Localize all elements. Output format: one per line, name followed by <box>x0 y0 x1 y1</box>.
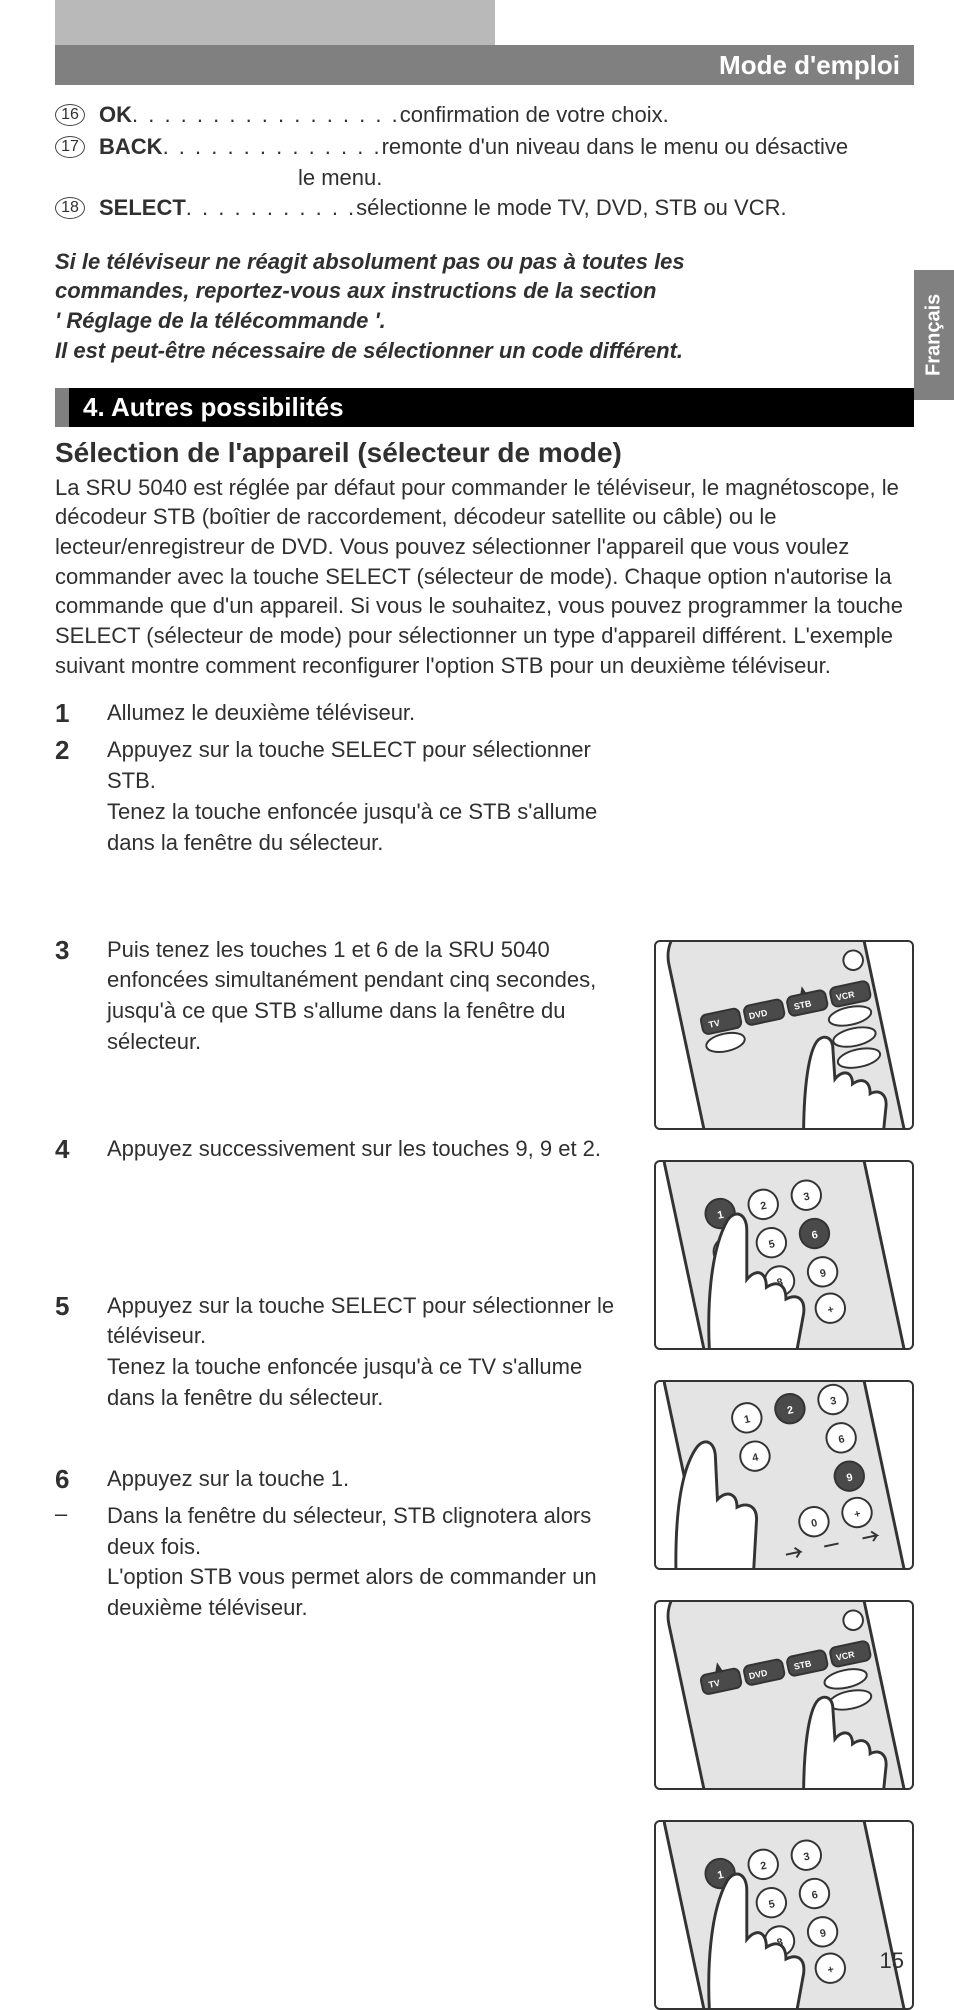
step-dash: – <box>55 1501 107 1527</box>
step-text: Puis tenez les touches 1 et 6 de la SRU … <box>107 935 627 1058</box>
language-tab-label: Français <box>923 294 946 376</box>
step-text-line: Appuyez sur la touche SELECT pour sélect… <box>107 1293 614 1349</box>
step-text-part: Puis tenez les touches 1 et 6 de la SRU … <box>107 937 550 962</box>
step-text: Appuyez successivement sur les touches 9… <box>107 1134 601 1165</box>
step-text: Dans la fenêtre du sélecteur, STB cligno… <box>107 1501 627 1624</box>
warning-line: Si le téléviseur ne réagit absolument pa… <box>55 247 914 277</box>
definition-row: 18 SELECT . . . . . . . . . . . sélectio… <box>55 193 914 223</box>
definition-label: OK <box>99 100 132 130</box>
bullet-number: 18 <box>55 197 85 219</box>
subsection-heading: Sélection de l'appareil (sélecteur de mo… <box>55 437 914 469</box>
illustration-remote-keys-992: 1 2 3 4 6 9 0 + <box>654 1380 914 1570</box>
step-text-line: Dans la fenêtre du sélecteur, STB cligno… <box>107 1503 591 1559</box>
definition-row: 17 BACK . . . . . . . . . . . . . . remo… <box>55 132 914 162</box>
step-text-line: Appuyez sur la touche SELECT pour sélect… <box>107 737 591 793</box>
definition-text: sélectionne le mode TV, DVD, STB ou VCR. <box>356 193 786 223</box>
top-gray-bar <box>55 0 495 45</box>
section-heading-bar: 4. Autres possibilités <box>55 388 914 427</box>
step-text: Appuyez sur la touche SELECT pour sélect… <box>107 1291 627 1414</box>
bullet-number: 17 <box>55 136 85 158</box>
illustration-remote-select-stb: TV DVD STB VCR <box>654 940 914 1130</box>
step-text: Allumez le deuxième téléviseur. <box>107 698 415 729</box>
definition-continuation: le menu. <box>298 163 914 193</box>
step-text-line: Tenez la touche enfoncée jusqu'à ce STB … <box>107 799 597 855</box>
language-tab: Français <box>914 270 954 400</box>
illustration-remote-keys-1-6: 1 2 3 4 5 6 7 8 9 0 + <box>654 1160 914 1350</box>
step-text-line: L'option STB vous permet alors de comman… <box>107 1564 597 1620</box>
illustration-remote-select-tv: TV DVD STB VCR <box>654 1600 914 1790</box>
step-text: Appuyez sur la touche 1. <box>107 1464 349 1495</box>
step-item: 1 Allumez le deuxième téléviseur. <box>55 698 914 729</box>
section-title: 4. Autres possibilités <box>83 392 344 422</box>
header-bar: Mode d'emploi <box>55 45 914 85</box>
definition-label: SELECT <box>99 193 186 223</box>
step-text: Appuyez sur la touche SELECT pour sélect… <box>107 735 627 858</box>
definition-label: BACK <box>99 132 163 162</box>
leader-dots: . . . . . . . . . . . . . . . . . <box>132 100 400 130</box>
step-number: 4 <box>55 1134 107 1165</box>
step-number: 3 <box>55 935 107 966</box>
definition-row: 16 OK . . . . . . . . . . . . . . . . . … <box>55 100 914 130</box>
warning-line: commandes, reportez-vous aux instruction… <box>55 276 914 306</box>
page-number: 15 <box>880 1948 904 1974</box>
leader-dots: . . . . . . . . . . . . . . <box>163 132 382 162</box>
step-number: 5 <box>55 1291 107 1322</box>
warning-line: Il est peut-être nécessaire de sélection… <box>55 336 914 366</box>
leader-dots: . . . . . . . . . . . <box>186 193 356 223</box>
step-number: 1 <box>55 698 107 729</box>
step-item: 2 Appuyez sur la touche SELECT pour séle… <box>55 735 914 858</box>
warning-block: Si le téléviseur ne réagit absolument pa… <box>55 247 914 366</box>
header-title: Mode d'emploi <box>719 50 900 81</box>
step-number: 6 <box>55 1464 107 1495</box>
step-text-emphasis: enfoncées simultanément pendant cinq sec… <box>107 967 590 992</box>
warning-line: ' Réglage de la télécommande '. <box>55 306 914 336</box>
definition-text: remonte d'un niveau dans le menu ou désa… <box>382 132 849 162</box>
illustration-remote-key-1: 1 2 3 5 6 7 8 9 0 + <box>654 1820 914 2010</box>
step-text-line: Tenez la touche enfoncée jusqu'à ce TV s… <box>107 1354 582 1410</box>
definition-text: confirmation de votre choix. <box>400 100 669 130</box>
step-number: 2 <box>55 735 107 766</box>
intro-paragraph: La SRU 5040 est réglée par défaut pour c… <box>55 473 914 681</box>
bullet-number: 16 <box>55 104 85 126</box>
